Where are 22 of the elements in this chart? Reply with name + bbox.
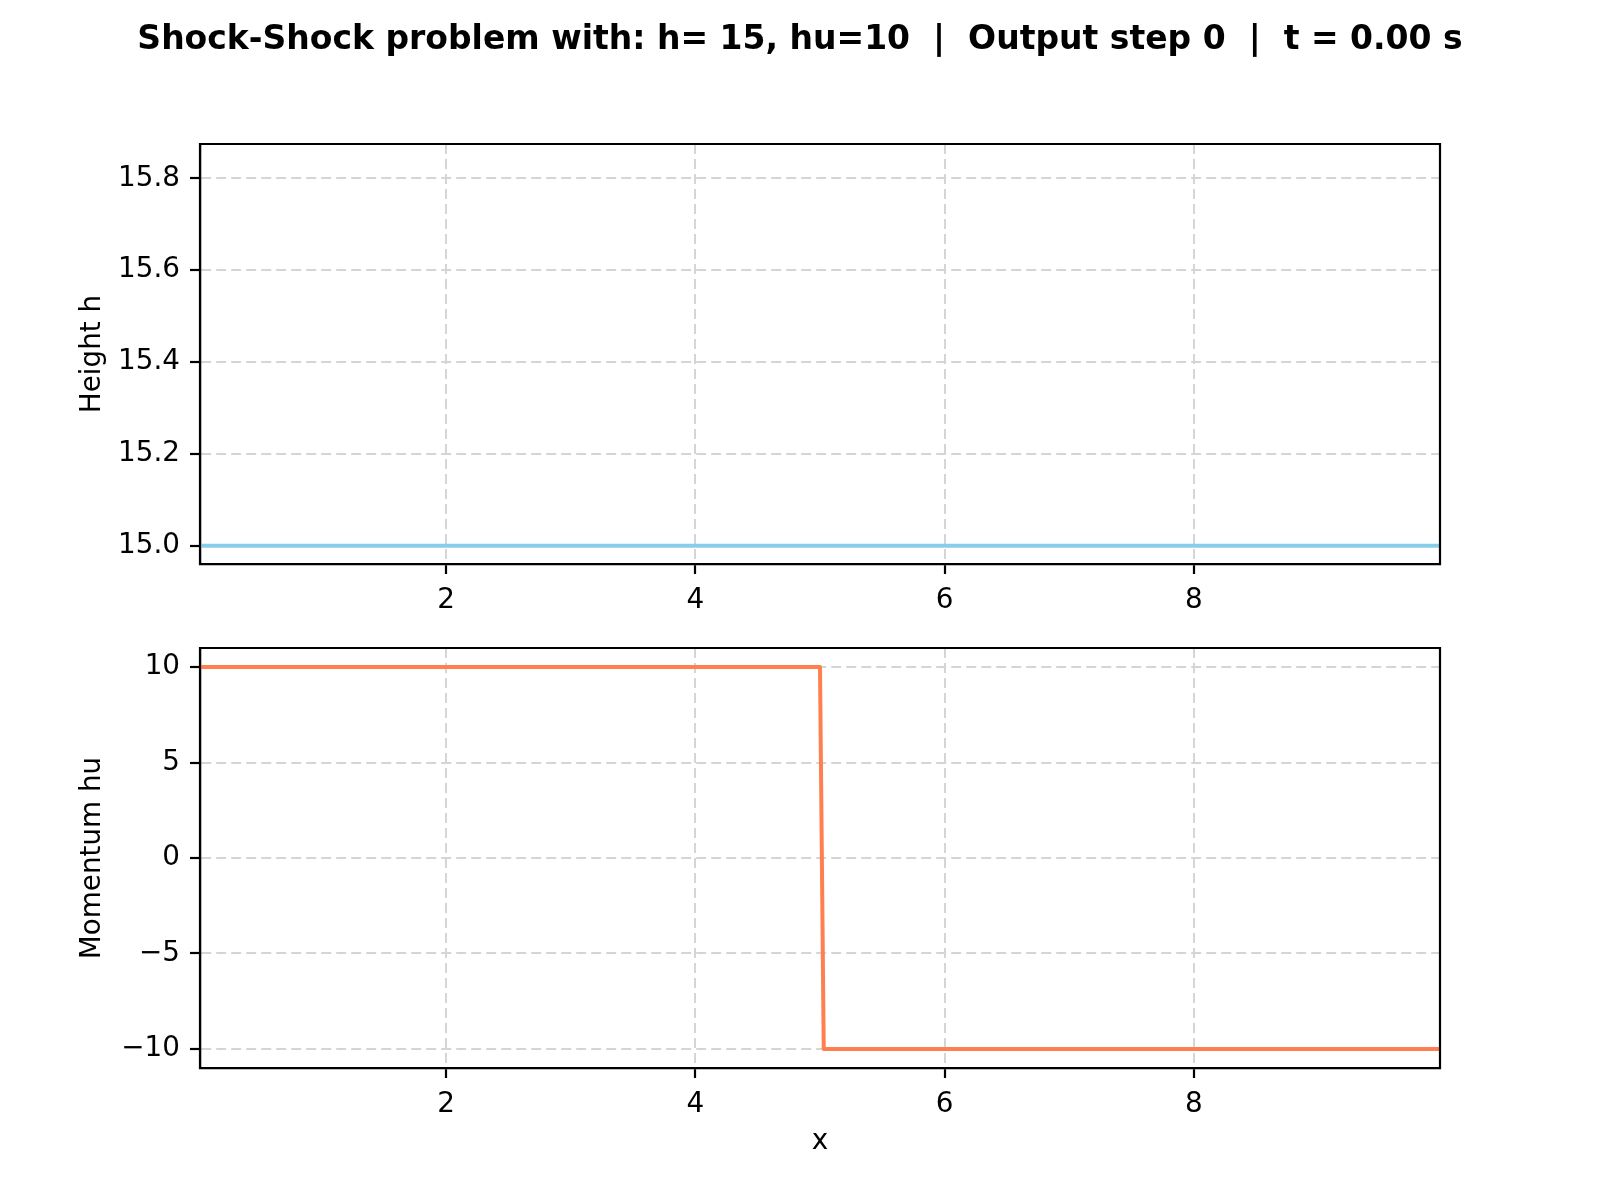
x-tick-label: 4 [686, 1085, 705, 1119]
y-tick-label: 15.6 [118, 251, 180, 285]
x-tick-label: 6 [935, 581, 954, 615]
x-tick-label: 4 [686, 581, 705, 615]
y-tick-label: 0 [162, 839, 180, 873]
y-tick-label: 15.4 [118, 343, 180, 377]
x-tick-label: 6 [935, 1085, 954, 1119]
x-tick-label: 8 [1185, 581, 1203, 615]
x-axis-title: x [811, 1122, 829, 1156]
y-tick-label: 15.8 [118, 159, 180, 193]
y-tick-label: −5 [139, 934, 180, 968]
y-axis-title: Momentum hu [73, 756, 107, 960]
chart-title: Shock-Shock problem with: h= 15, hu=10 | Output step 0 | t = 0.00 s [136, 18, 1464, 58]
x-tick-label: 8 [1185, 1085, 1203, 1119]
y-tick-label: 10 [144, 648, 180, 682]
y-tick-label: 15.0 [118, 526, 180, 560]
y-tick-label: 5 [162, 743, 180, 777]
y-tick-label: 15.2 [118, 435, 180, 469]
x-tick-label: 2 [437, 1085, 455, 1119]
y-tick-label: −10 [121, 1030, 180, 1064]
y-axis-title: Height h [73, 294, 107, 414]
x-tick-label: 2 [437, 581, 455, 615]
